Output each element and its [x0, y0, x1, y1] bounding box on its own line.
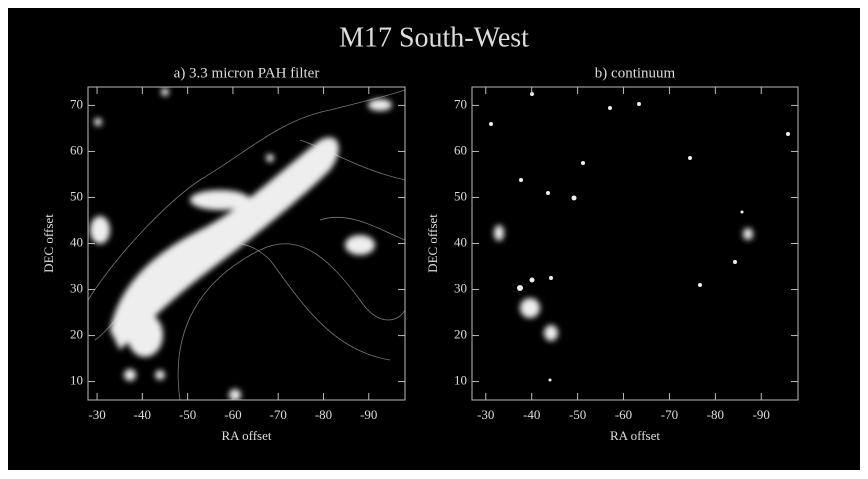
y-axis-label: DEC offset	[425, 214, 440, 273]
x-tick-label: -70	[270, 407, 287, 422]
y-tick-label: 30	[454, 281, 467, 296]
y-tick-label: 40	[70, 234, 83, 249]
x-tick-label: -50	[569, 407, 586, 422]
figure: M17 South-West	[0, 0, 868, 479]
x-tick-label: -70	[661, 407, 678, 422]
x-tick-label: -80	[707, 407, 724, 422]
y-tick-label: 10	[70, 373, 83, 388]
figure-title: M17 South-West	[339, 22, 529, 53]
x-tick-label: -30	[88, 407, 105, 422]
x-axis-label: RA offset	[222, 428, 272, 443]
y-tick-label: 60	[454, 142, 467, 157]
y-tick-label: 50	[70, 188, 83, 203]
x-tick-label: -50	[179, 407, 196, 422]
panel-title: b) continuum	[595, 65, 676, 81]
x-axis-label: RA offset	[610, 428, 660, 443]
y-tick-label: 10	[454, 373, 467, 388]
y-tick-label: 70	[454, 96, 467, 111]
x-tick-label: -40	[134, 407, 151, 422]
x-tick-label: -60	[224, 407, 241, 422]
x-tick-label: -90	[360, 407, 377, 422]
x-tick-label: -80	[315, 407, 332, 422]
x-tick-label: -90	[753, 407, 770, 422]
y-axis-label: DEC offset	[41, 214, 56, 273]
y-tick-label: 70	[70, 96, 83, 111]
x-tick-label: -40	[523, 407, 540, 422]
y-tick-label: 60	[70, 142, 83, 157]
x-tick-label: -30	[477, 407, 494, 422]
x-tick-label: -60	[615, 407, 632, 422]
y-tick-label: 50	[454, 188, 467, 203]
y-tick-label: 40	[454, 234, 467, 249]
panel-title: a) 3.3 micron PAH filter	[174, 65, 320, 81]
y-tick-label: 20	[454, 327, 467, 342]
y-tick-label: 30	[70, 281, 83, 296]
y-tick-label: 20	[70, 327, 83, 342]
